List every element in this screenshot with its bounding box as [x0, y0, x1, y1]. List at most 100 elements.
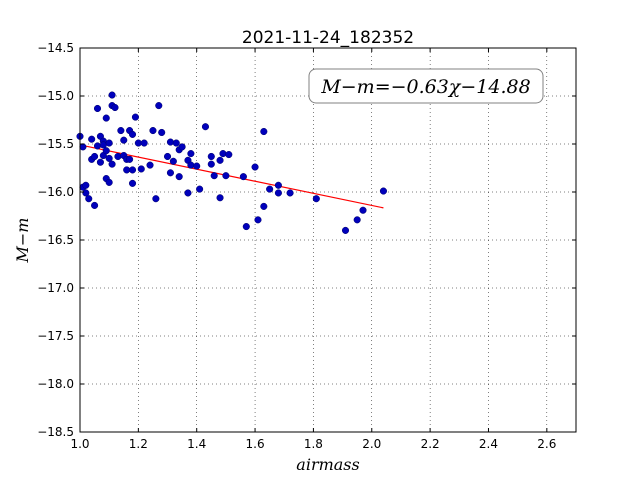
y-tick-label: −14.5: [37, 41, 74, 55]
x-tick-label: 1.0: [70, 437, 89, 451]
x-tick-label: 2.4: [479, 437, 498, 451]
data-point: [105, 178, 113, 186]
data-point: [207, 160, 215, 168]
fit-equation-text: M−m=−0.63χ−14.88: [320, 76, 530, 98]
x-tick-label: 2.0: [362, 437, 381, 451]
data-point: [149, 127, 157, 135]
y-tick-label: −16.0: [37, 185, 74, 199]
x-tick-labels: 1.0 1.2 1.4 1.6 1.8 2.0 2.2 2.4 2.6: [70, 437, 556, 451]
data-point: [105, 154, 113, 162]
data-point: [105, 139, 113, 147]
data-point: [152, 195, 160, 203]
data-point: [82, 181, 90, 189]
data-point: [207, 152, 215, 161]
y-tick-label: −17.0: [37, 281, 74, 295]
data-point: [85, 195, 93, 203]
data-point: [111, 103, 119, 112]
x-tick-label: 1.6: [246, 437, 265, 451]
data-point: [93, 104, 102, 113]
data-point: [286, 189, 294, 197]
data-point: [260, 202, 268, 210]
data-point: [163, 152, 172, 161]
data-point: [201, 123, 210, 131]
data-point: [359, 206, 367, 214]
data-point: [274, 189, 282, 197]
x-tick-label: 2.2: [421, 437, 440, 451]
data-point: [172, 139, 180, 147]
y-tick-label: −15.5: [37, 137, 74, 151]
data-point: [146, 161, 154, 169]
y-tick-labels: −14.5 −15.0 −15.5 −16.0 −16.5 −17.0 −17.5 −18.0…: [37, 41, 74, 439]
data-point: [239, 173, 247, 181]
data-point: [117, 127, 125, 135]
data-point: [196, 185, 204, 193]
y-tick-label: −17.5: [37, 329, 74, 343]
data-point: [175, 173, 183, 181]
data-point: [131, 113, 139, 121]
x-tick-label: 1.4: [187, 437, 206, 451]
data-point: [216, 156, 224, 164]
data-point: [353, 216, 361, 224]
data-point: [120, 136, 128, 144]
data-point: [155, 102, 163, 110]
data-point: [187, 150, 195, 158]
y-tick-label: −16.5: [37, 233, 74, 247]
data-point: [102, 147, 110, 155]
fit-equation-box: M−m=−0.63χ−14.88: [308, 68, 544, 104]
chart-title: 2021-11-24_182352: [242, 28, 414, 48]
axis-ticks: [79, 47, 576, 433]
data-point: [341, 226, 350, 234]
data-point: [128, 166, 137, 174]
data-point: [242, 223, 250, 231]
y-axis-label: M−m: [13, 218, 32, 264]
fit-line: [79, 144, 384, 209]
data-point: [193, 162, 201, 170]
data-point: [254, 216, 262, 224]
data-point: [166, 138, 174, 146]
y-tick-label: −18.5: [37, 425, 74, 439]
data-point: [79, 143, 87, 151]
data-point: [88, 135, 96, 143]
data-point: [210, 172, 218, 180]
data-point: [96, 158, 104, 166]
data-point: [140, 139, 148, 147]
data-point: [216, 194, 224, 202]
fit-equation-frame: [308, 68, 544, 104]
data-point: [102, 114, 110, 122]
data-point: [178, 143, 186, 151]
data-point: [93, 142, 102, 150]
data-point: [82, 189, 90, 197]
x-axis-label: airmass: [296, 455, 359, 474]
data-point: [222, 172, 230, 180]
data-point: [91, 201, 99, 209]
data-point: [312, 195, 320, 203]
data-point: [260, 127, 268, 136]
data-point: [108, 91, 116, 99]
data-point: [169, 157, 177, 165]
data-point: [166, 169, 174, 177]
x-tick-label: 1.8: [304, 437, 323, 451]
fit-line-layer: [79, 144, 384, 209]
data-point: [266, 185, 274, 193]
data-point: [379, 187, 387, 195]
data-points: [76, 91, 387, 234]
data-point: [126, 155, 134, 163]
data-point: [187, 161, 195, 169]
data-point: [128, 130, 137, 138]
x-tick-label: 2.6: [537, 437, 556, 451]
data-point: [137, 165, 145, 173]
data-point: [128, 179, 137, 187]
data-point: [219, 150, 227, 158]
data-point: [184, 189, 192, 197]
data-point: [274, 181, 282, 189]
data-point: [251, 163, 259, 171]
y-tick-label: −18.0: [37, 377, 74, 391]
data-point: [108, 160, 116, 168]
data-point: [91, 152, 99, 161]
data-point: [225, 151, 233, 159]
data-point: [158, 128, 166, 137]
x-tick-label: 1.2: [129, 437, 148, 451]
y-tick-label: −15.0: [37, 89, 74, 103]
data-point: [114, 152, 122, 161]
